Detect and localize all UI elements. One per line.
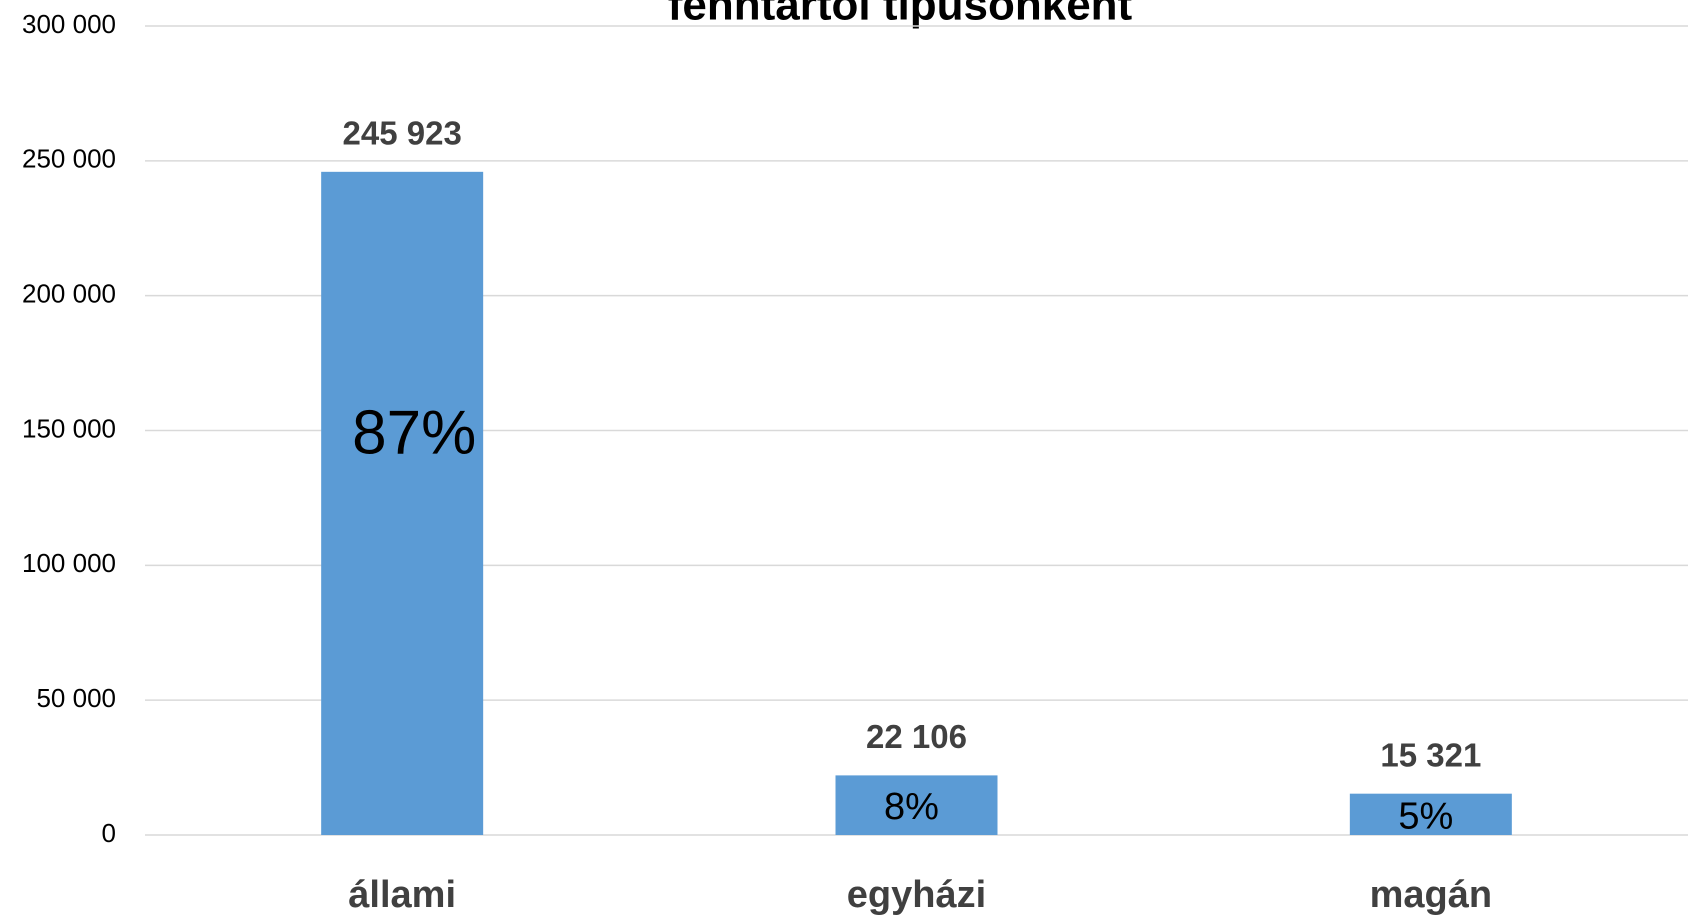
x-tick-label: egyházi bbox=[847, 874, 986, 916]
chart-title: fenntartói típusonként bbox=[668, 0, 1133, 30]
value-label: 22 106 bbox=[866, 718, 967, 755]
share-label: 8% bbox=[884, 786, 939, 828]
y-tick-label: 250 000 bbox=[22, 144, 116, 174]
y-tick-label: 150 000 bbox=[22, 413, 116, 443]
y-tick-label: 0 bbox=[102, 818, 116, 848]
x-tick-label: magán bbox=[1370, 874, 1492, 916]
y-tick-label: 200 000 bbox=[22, 279, 116, 309]
bar bbox=[835, 775, 998, 835]
bar bbox=[321, 171, 484, 835]
share-label: 87% bbox=[352, 398, 476, 467]
share-label: 5% bbox=[1398, 795, 1453, 837]
y-tick-label: 100 000 bbox=[22, 548, 116, 578]
bar bbox=[1349, 793, 1512, 835]
value-label: 245 923 bbox=[343, 115, 462, 152]
value-label: 15 321 bbox=[1380, 736, 1481, 773]
x-tick-label: állami bbox=[348, 874, 456, 916]
y-tick-label: 300 000 bbox=[22, 9, 116, 39]
y-tick-label: 50 000 bbox=[36, 683, 116, 713]
